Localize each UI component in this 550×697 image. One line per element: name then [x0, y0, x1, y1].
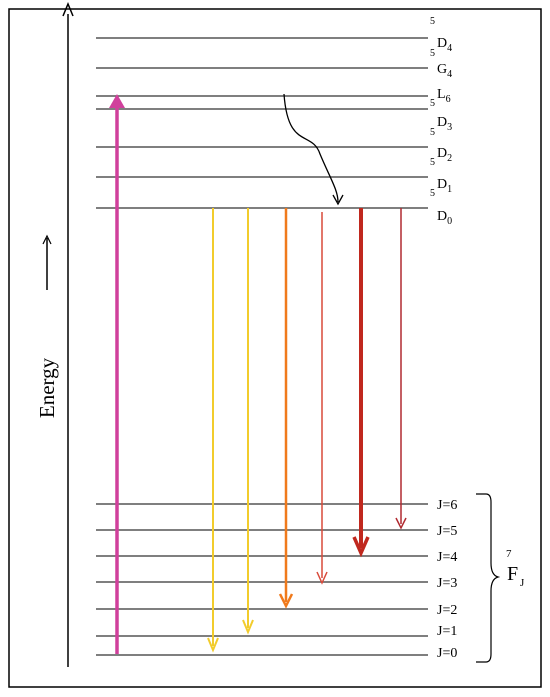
figure-frame: [8, 8, 542, 688]
level-label-5d0-term: D0: [437, 209, 452, 227]
level-label-j4: J=4: [437, 550, 457, 565]
level-label-5d3-term: D3: [437, 115, 452, 133]
level-label-j2: J=2: [437, 603, 457, 618]
level-label-j0: J=0: [437, 646, 457, 661]
transition-5d0-j3-head: [316, 571, 328, 585]
level-label-j3: J=3: [437, 576, 457, 591]
transition-5d0-j2-head: [278, 593, 294, 609]
group-label-symbol: F: [507, 563, 518, 585]
excitation-arrowhead: [109, 94, 125, 108]
transition-5d0-j4-head: [352, 536, 370, 558]
level-label-5d1-term: D1: [437, 177, 452, 195]
upper-level-lines: [96, 37, 428, 209]
group-label-sup: 7: [506, 548, 512, 560]
axis-label: Energy: [35, 357, 59, 418]
level-label-5d2-sup: 5: [430, 157, 435, 168]
relaxation-arrow: [283, 93, 339, 203]
transition-5d0-j0-head: [207, 637, 219, 653]
lower-level-lines: [96, 503, 428, 656]
level-label-5g4-term: G4: [437, 62, 452, 80]
upper-level-labels: 5 D4 5 G4 5 L6 5 D3 5 D2 5 D1 D0: [430, 16, 452, 227]
level-label-5d3-sup: 5: [430, 127, 435, 138]
level-label-5l6-term: L6: [437, 87, 451, 105]
level-label-5d4-term: D4: [437, 36, 452, 54]
group-label-sub: J: [520, 577, 525, 589]
group-bracket: [476, 493, 501, 663]
level-label-5d1-sup: 5: [430, 188, 435, 199]
level-label-5d4: 5: [430, 16, 435, 27]
relaxation-arrowhead: [332, 194, 344, 206]
level-label-5g4-sup: 5: [430, 48, 435, 59]
energy-axis-arrowhead: [62, 2, 74, 17]
energy-direction-arrowhead: [42, 234, 52, 245]
transition-5d0-j1-head: [242, 619, 254, 635]
level-label-5l6-sup: 5: [430, 98, 435, 109]
emission-transitions: [207, 208, 407, 653]
level-label-5d2-term: D2: [437, 146, 452, 164]
lower-level-labels: J=6 J=5 J=4 J=3 J=2 J=1 J=0: [437, 498, 457, 661]
level-label-j1: J=1: [437, 624, 457, 639]
level-label-j6: J=6: [437, 498, 457, 513]
level-label-j5: J=5: [437, 524, 457, 539]
transition-5d0-j6-head: [395, 517, 407, 530]
